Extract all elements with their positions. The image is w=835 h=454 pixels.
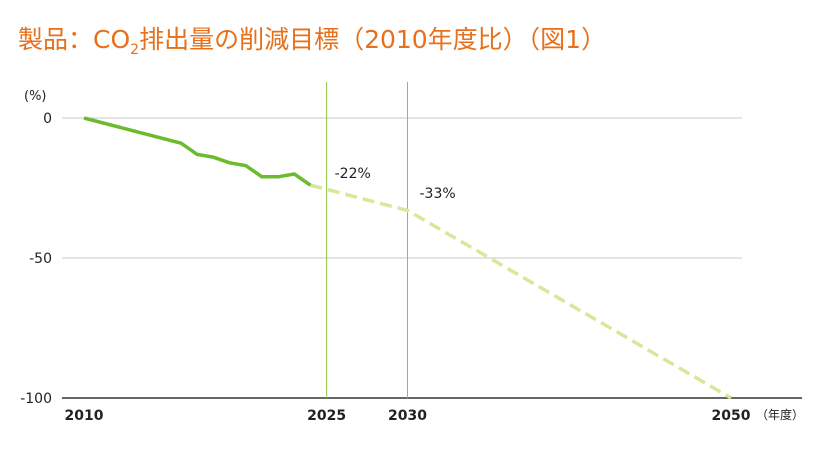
- x-tick-label: 2010: [65, 408, 104, 424]
- series-target: [310, 183, 732, 400]
- x-tick-label: 2050: [712, 408, 751, 424]
- y-tick-label: -50: [29, 251, 52, 267]
- x-axis-label: （年度）: [756, 407, 804, 422]
- x-tick-label: 2025: [307, 408, 346, 424]
- y-tick-label: 0: [43, 111, 52, 127]
- marker-label: -22%: [335, 166, 371, 182]
- y-axis-label: (%): [24, 89, 47, 104]
- series-actual: [83, 116, 312, 187]
- y-tick-label: -100: [20, 391, 52, 407]
- marker-label: -33%: [420, 186, 456, 202]
- x-tick-label: 2030: [388, 408, 427, 424]
- chart-title: 製品：CO2排出量の削減目標（2010年度比）（図1）: [18, 25, 607, 58]
